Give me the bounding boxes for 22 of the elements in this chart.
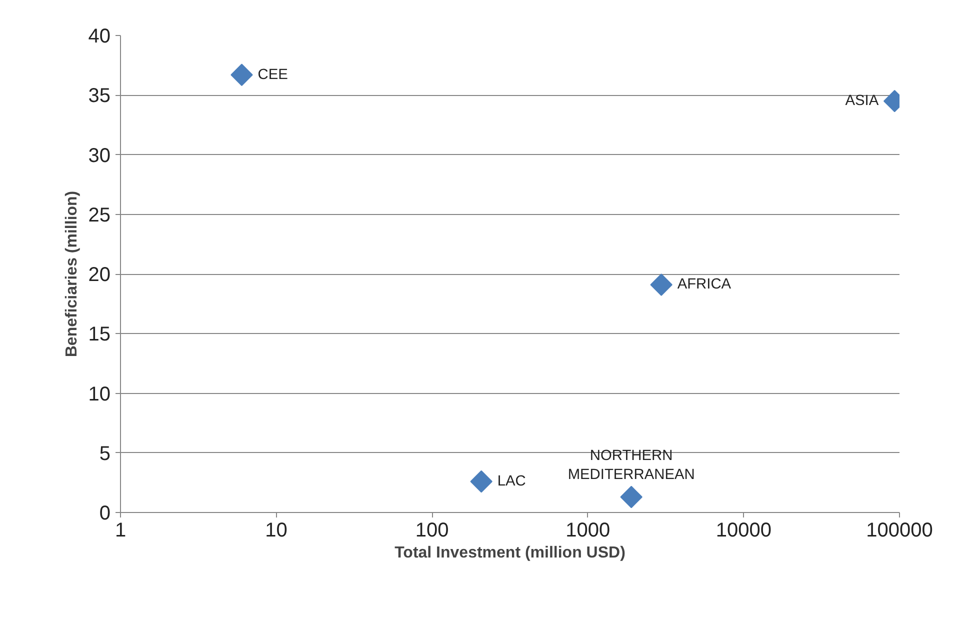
annotation: LAC xyxy=(497,473,526,490)
y-tick-label: 20 xyxy=(88,264,111,286)
y-tick-label: 5 xyxy=(99,442,110,465)
x-tick-label: 100000 xyxy=(866,520,933,542)
x-tick-label: 1000 xyxy=(566,520,610,542)
annotation: NORTHERN MEDITERRANEAN xyxy=(568,448,695,483)
x-axis-title: Total Investment (million USD) xyxy=(394,544,626,562)
y-tick-label: 10 xyxy=(88,383,111,406)
y-tick-label: 35 xyxy=(88,85,111,108)
annotation: CEE xyxy=(258,66,288,83)
x-tick-label: 10 xyxy=(265,520,288,542)
y-tick-label: 25 xyxy=(88,204,111,226)
x-tick-label: 10000 xyxy=(716,520,772,542)
annotation: AFRICA xyxy=(677,276,732,293)
y-axis-title: Beneficiaries (million) xyxy=(63,190,80,358)
y-tick-label: 40 xyxy=(88,26,111,48)
x-tick-label: 1 xyxy=(114,520,126,542)
x-tick-label: 100 xyxy=(415,520,449,542)
annotation: ASIA xyxy=(845,93,879,110)
y-tick-label: 0 xyxy=(99,502,110,524)
y-tick-label: 15 xyxy=(88,324,111,346)
y-tick-label: 30 xyxy=(88,144,111,167)
